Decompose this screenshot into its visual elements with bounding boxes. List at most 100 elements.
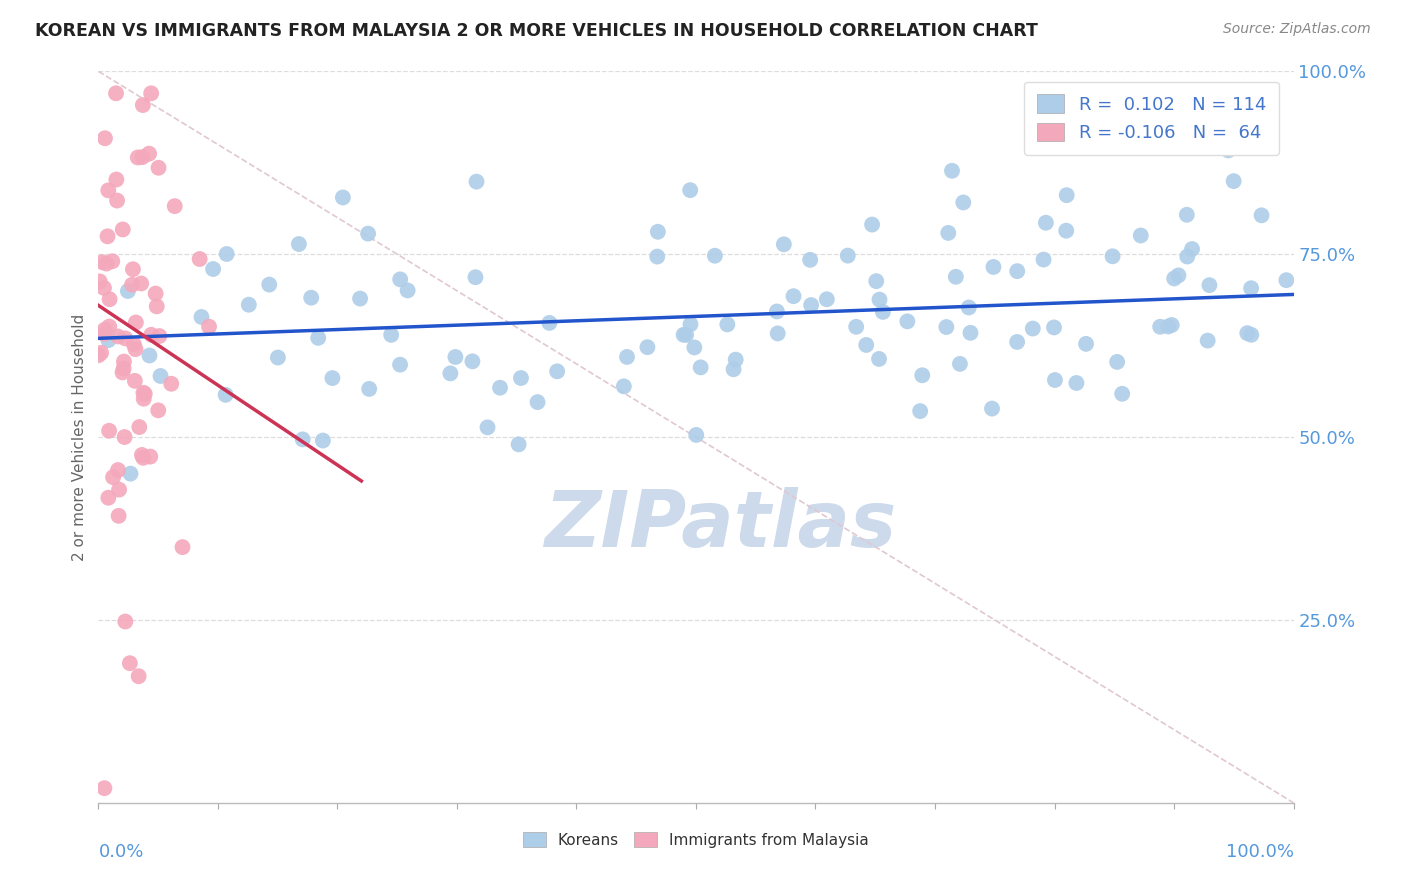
Point	[138, 146, 160, 161]
Point	[477, 420, 499, 434]
Point	[1043, 320, 1066, 334]
Point	[134, 387, 156, 401]
Point	[307, 331, 329, 345]
Point	[869, 293, 891, 307]
Point	[93, 326, 115, 341]
Point	[148, 161, 170, 175]
Point	[89, 274, 111, 288]
Point	[1197, 334, 1219, 348]
Point	[87, 348, 110, 362]
Point	[489, 381, 512, 395]
Point	[148, 329, 170, 343]
Point	[131, 448, 153, 462]
Point	[1005, 334, 1028, 349]
Point	[800, 298, 823, 312]
Point	[815, 293, 838, 307]
Point	[465, 175, 488, 189]
Point	[1111, 386, 1133, 401]
Point	[616, 350, 638, 364]
Point	[97, 333, 120, 347]
Point	[1022, 321, 1045, 335]
Point	[508, 437, 530, 451]
Point	[766, 326, 789, 341]
Point	[941, 163, 963, 178]
Point	[1167, 268, 1189, 283]
Point	[96, 256, 118, 270]
Point	[94, 323, 117, 337]
Point	[105, 194, 128, 208]
Point	[683, 340, 706, 354]
Point	[127, 151, 149, 165]
Point	[93, 281, 115, 295]
Point	[1218, 144, 1240, 158]
Point	[1032, 252, 1054, 267]
Point	[526, 395, 548, 409]
Point	[188, 252, 211, 266]
Point	[118, 656, 141, 670]
Point	[538, 316, 561, 330]
Point	[703, 249, 725, 263]
Point	[1101, 249, 1123, 263]
Point	[145, 299, 167, 313]
Point	[613, 379, 636, 393]
Point	[1181, 242, 1204, 256]
Point	[957, 301, 980, 315]
Point	[1240, 327, 1263, 342]
Point	[160, 376, 183, 391]
Point	[1074, 336, 1097, 351]
Text: 100.0%: 100.0%	[1226, 843, 1294, 861]
Point	[349, 292, 371, 306]
Point	[1107, 355, 1129, 369]
Point	[868, 351, 890, 366]
Point	[215, 247, 238, 261]
Point	[675, 327, 697, 342]
Point	[91, 255, 114, 269]
Point	[546, 364, 568, 378]
Point	[107, 329, 129, 343]
Point	[172, 540, 194, 554]
Text: 0.0%: 0.0%	[98, 843, 143, 861]
Point	[120, 467, 142, 481]
Point	[716, 318, 738, 332]
Point	[124, 342, 146, 356]
Point	[312, 434, 335, 448]
Point	[288, 237, 311, 252]
Point	[111, 366, 134, 380]
Point	[190, 310, 212, 324]
Point	[1275, 273, 1298, 287]
Point	[464, 270, 486, 285]
Y-axis label: 2 or more Vehicles in Household: 2 or more Vehicles in Household	[72, 313, 87, 561]
Point	[98, 424, 121, 438]
Text: KOREAN VS IMMIGRANTS FROM MALAYSIA 2 OR MORE VEHICLES IN HOUSEHOLD CORRELATION C: KOREAN VS IMMIGRANTS FROM MALAYSIA 2 OR …	[35, 22, 1038, 40]
Point	[122, 262, 145, 277]
Point	[1066, 376, 1088, 390]
Point	[94, 131, 117, 145]
Point	[202, 262, 225, 277]
Point	[945, 269, 967, 284]
Point	[1175, 208, 1198, 222]
Point	[128, 420, 150, 434]
Point	[1157, 319, 1180, 334]
Point	[1222, 174, 1244, 188]
Point	[131, 150, 153, 164]
Point	[332, 190, 354, 204]
Point	[114, 615, 136, 629]
Point	[685, 428, 707, 442]
Point	[1163, 271, 1185, 285]
Point	[359, 382, 381, 396]
Point	[679, 183, 702, 197]
Point	[1198, 278, 1220, 293]
Point	[896, 314, 918, 328]
Point	[380, 327, 402, 342]
Point	[461, 354, 484, 368]
Point	[107, 463, 129, 477]
Point	[148, 403, 170, 417]
Point	[128, 669, 150, 683]
Point	[101, 254, 124, 268]
Point	[766, 304, 789, 318]
Point	[112, 361, 135, 376]
Point	[117, 284, 139, 298]
Point	[389, 272, 412, 286]
Point	[198, 319, 221, 334]
Point	[952, 195, 974, 210]
